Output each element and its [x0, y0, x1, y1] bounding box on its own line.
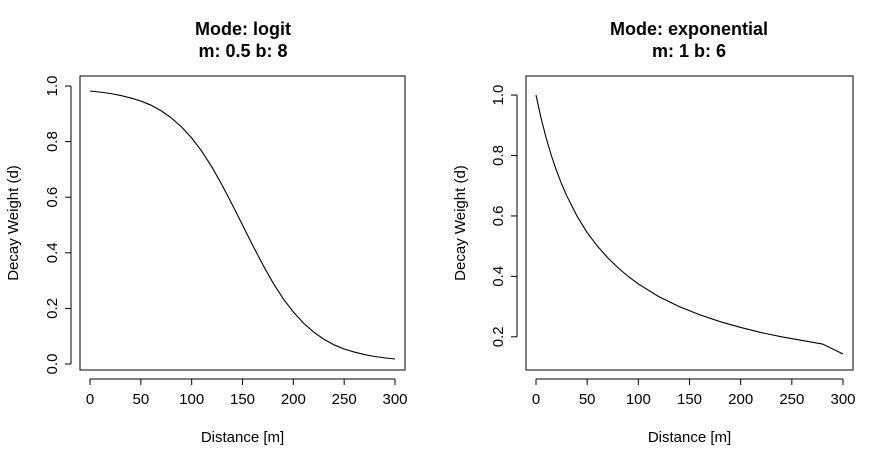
series-line-1	[535, 94, 844, 355]
y-tick-label: 0.2	[44, 298, 61, 319]
chart-subtitle: m: 1 b: 6	[652, 41, 726, 61]
y-tick-label: 0.4	[490, 266, 507, 287]
y-tick-label: 0.4	[44, 242, 61, 263]
y-tick-label: 0.0	[44, 354, 61, 375]
y-tick-label: 1.0	[490, 85, 507, 106]
x-tick-label: 150	[230, 391, 255, 408]
x-tick-label: 100	[626, 391, 651, 408]
y-tick-label: 0.8	[490, 145, 507, 166]
x-axis-label: Distance [m]	[201, 429, 284, 446]
chart-title: Mode: logit	[195, 19, 291, 39]
chart-title: Mode: exponential	[610, 19, 768, 39]
plot-frame	[525, 75, 854, 371]
x-tick-label: 250	[332, 391, 357, 408]
x-tick-label: 50	[579, 391, 596, 408]
x-tick-label: 150	[677, 391, 702, 408]
x-tick-label: 50	[132, 391, 149, 408]
y-axis-label: Decay Weight (d)	[452, 165, 469, 281]
x-tick-label: 250	[779, 391, 804, 408]
y-axis-label: Decay Weight (d)	[5, 165, 22, 281]
x-tick-label: 200	[728, 391, 753, 408]
y-tick-label: 0.2	[490, 326, 507, 347]
x-axis-label: Distance [m]	[648, 429, 731, 446]
x-tick-label: 0	[86, 391, 94, 408]
chart-subtitle: m: 0.5 b: 8	[198, 41, 287, 61]
x-tick-label: 300	[382, 391, 407, 408]
y-tick-label: 0.6	[490, 206, 507, 227]
y-tick-label: 1.0	[44, 76, 61, 97]
x-tick-label: 0	[532, 391, 540, 408]
x-tick-label: 200	[281, 391, 306, 408]
x-tick-label: 300	[830, 391, 855, 408]
series-line-1	[89, 90, 396, 360]
x-tick-label: 100	[179, 391, 204, 408]
y-tick-label: 0.8	[44, 131, 61, 152]
y-tick-label: 0.6	[44, 187, 61, 208]
plot-frame	[79, 75, 406, 371]
